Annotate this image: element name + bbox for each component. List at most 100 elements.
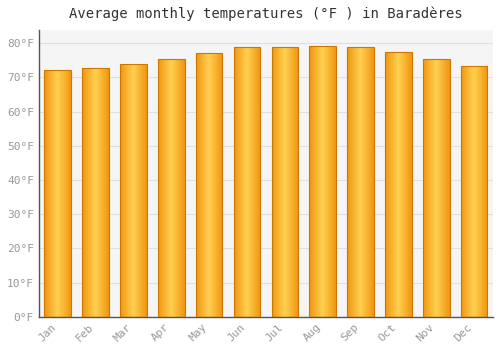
Bar: [132, 64, 133, 317]
Bar: [323, 46, 324, 317]
Bar: [461, 66, 487, 317]
Bar: [403, 52, 404, 317]
Bar: [425, 58, 426, 317]
Bar: [238, 47, 239, 317]
Bar: [136, 64, 137, 317]
Bar: [91, 68, 92, 317]
Bar: [392, 52, 394, 317]
Bar: [313, 46, 314, 317]
Bar: [100, 68, 102, 317]
Bar: [358, 47, 359, 317]
Bar: [311, 46, 312, 317]
Bar: [138, 64, 139, 317]
Bar: [288, 47, 290, 317]
Bar: [410, 52, 411, 317]
Bar: [122, 64, 123, 317]
Bar: [54, 70, 56, 317]
Bar: [127, 64, 128, 317]
Bar: [472, 66, 473, 317]
Bar: [371, 47, 372, 317]
Bar: [105, 68, 106, 317]
Bar: [363, 47, 364, 317]
Bar: [462, 66, 463, 317]
Bar: [331, 46, 332, 317]
Bar: [235, 47, 236, 317]
Bar: [432, 58, 433, 317]
Bar: [86, 68, 87, 317]
Bar: [479, 66, 480, 317]
Bar: [482, 66, 484, 317]
Bar: [134, 64, 135, 317]
Bar: [213, 54, 214, 317]
Bar: [431, 58, 432, 317]
Bar: [369, 47, 370, 317]
Bar: [438, 58, 440, 317]
Bar: [314, 46, 315, 317]
Bar: [198, 54, 200, 317]
Bar: [388, 52, 389, 317]
Bar: [139, 64, 140, 317]
Bar: [131, 64, 132, 317]
Bar: [95, 68, 96, 317]
Bar: [210, 54, 211, 317]
Bar: [406, 52, 407, 317]
Bar: [208, 54, 209, 317]
Bar: [106, 68, 107, 317]
Bar: [244, 47, 246, 317]
Bar: [434, 58, 436, 317]
Bar: [211, 54, 212, 317]
Bar: [370, 47, 371, 317]
Bar: [294, 47, 296, 317]
Bar: [440, 58, 442, 317]
Bar: [394, 52, 396, 317]
Bar: [327, 46, 328, 317]
Bar: [329, 46, 330, 317]
Title: Average monthly temperatures (°F ) in Baradères: Average monthly temperatures (°F ) in Ba…: [69, 7, 462, 21]
Bar: [465, 66, 466, 317]
Bar: [90, 68, 91, 317]
Bar: [179, 59, 180, 317]
Bar: [258, 47, 259, 317]
Bar: [312, 46, 313, 317]
Bar: [171, 59, 172, 317]
Bar: [202, 54, 203, 317]
Bar: [183, 59, 184, 317]
Bar: [234, 47, 235, 317]
Bar: [286, 47, 287, 317]
Bar: [144, 64, 146, 317]
Bar: [46, 70, 47, 317]
Bar: [278, 47, 279, 317]
Bar: [65, 70, 66, 317]
Bar: [84, 68, 85, 317]
Bar: [254, 47, 255, 317]
Bar: [102, 68, 104, 317]
Bar: [317, 46, 318, 317]
Bar: [281, 47, 282, 317]
Bar: [158, 59, 184, 317]
Bar: [204, 54, 206, 317]
Bar: [316, 46, 317, 317]
Bar: [67, 70, 68, 317]
Bar: [128, 64, 129, 317]
Bar: [58, 70, 59, 317]
Bar: [400, 52, 401, 317]
Bar: [236, 47, 237, 317]
Bar: [361, 47, 362, 317]
Bar: [389, 52, 390, 317]
Bar: [246, 47, 248, 317]
Bar: [56, 70, 58, 317]
Bar: [60, 70, 61, 317]
Bar: [411, 52, 412, 317]
Bar: [470, 66, 471, 317]
Bar: [386, 52, 387, 317]
Bar: [324, 46, 325, 317]
Bar: [248, 47, 250, 317]
Bar: [350, 47, 352, 317]
Bar: [133, 64, 134, 317]
Bar: [468, 66, 469, 317]
Bar: [447, 58, 448, 317]
Bar: [182, 59, 183, 317]
Bar: [445, 58, 446, 317]
Bar: [333, 46, 334, 317]
Bar: [354, 47, 355, 317]
